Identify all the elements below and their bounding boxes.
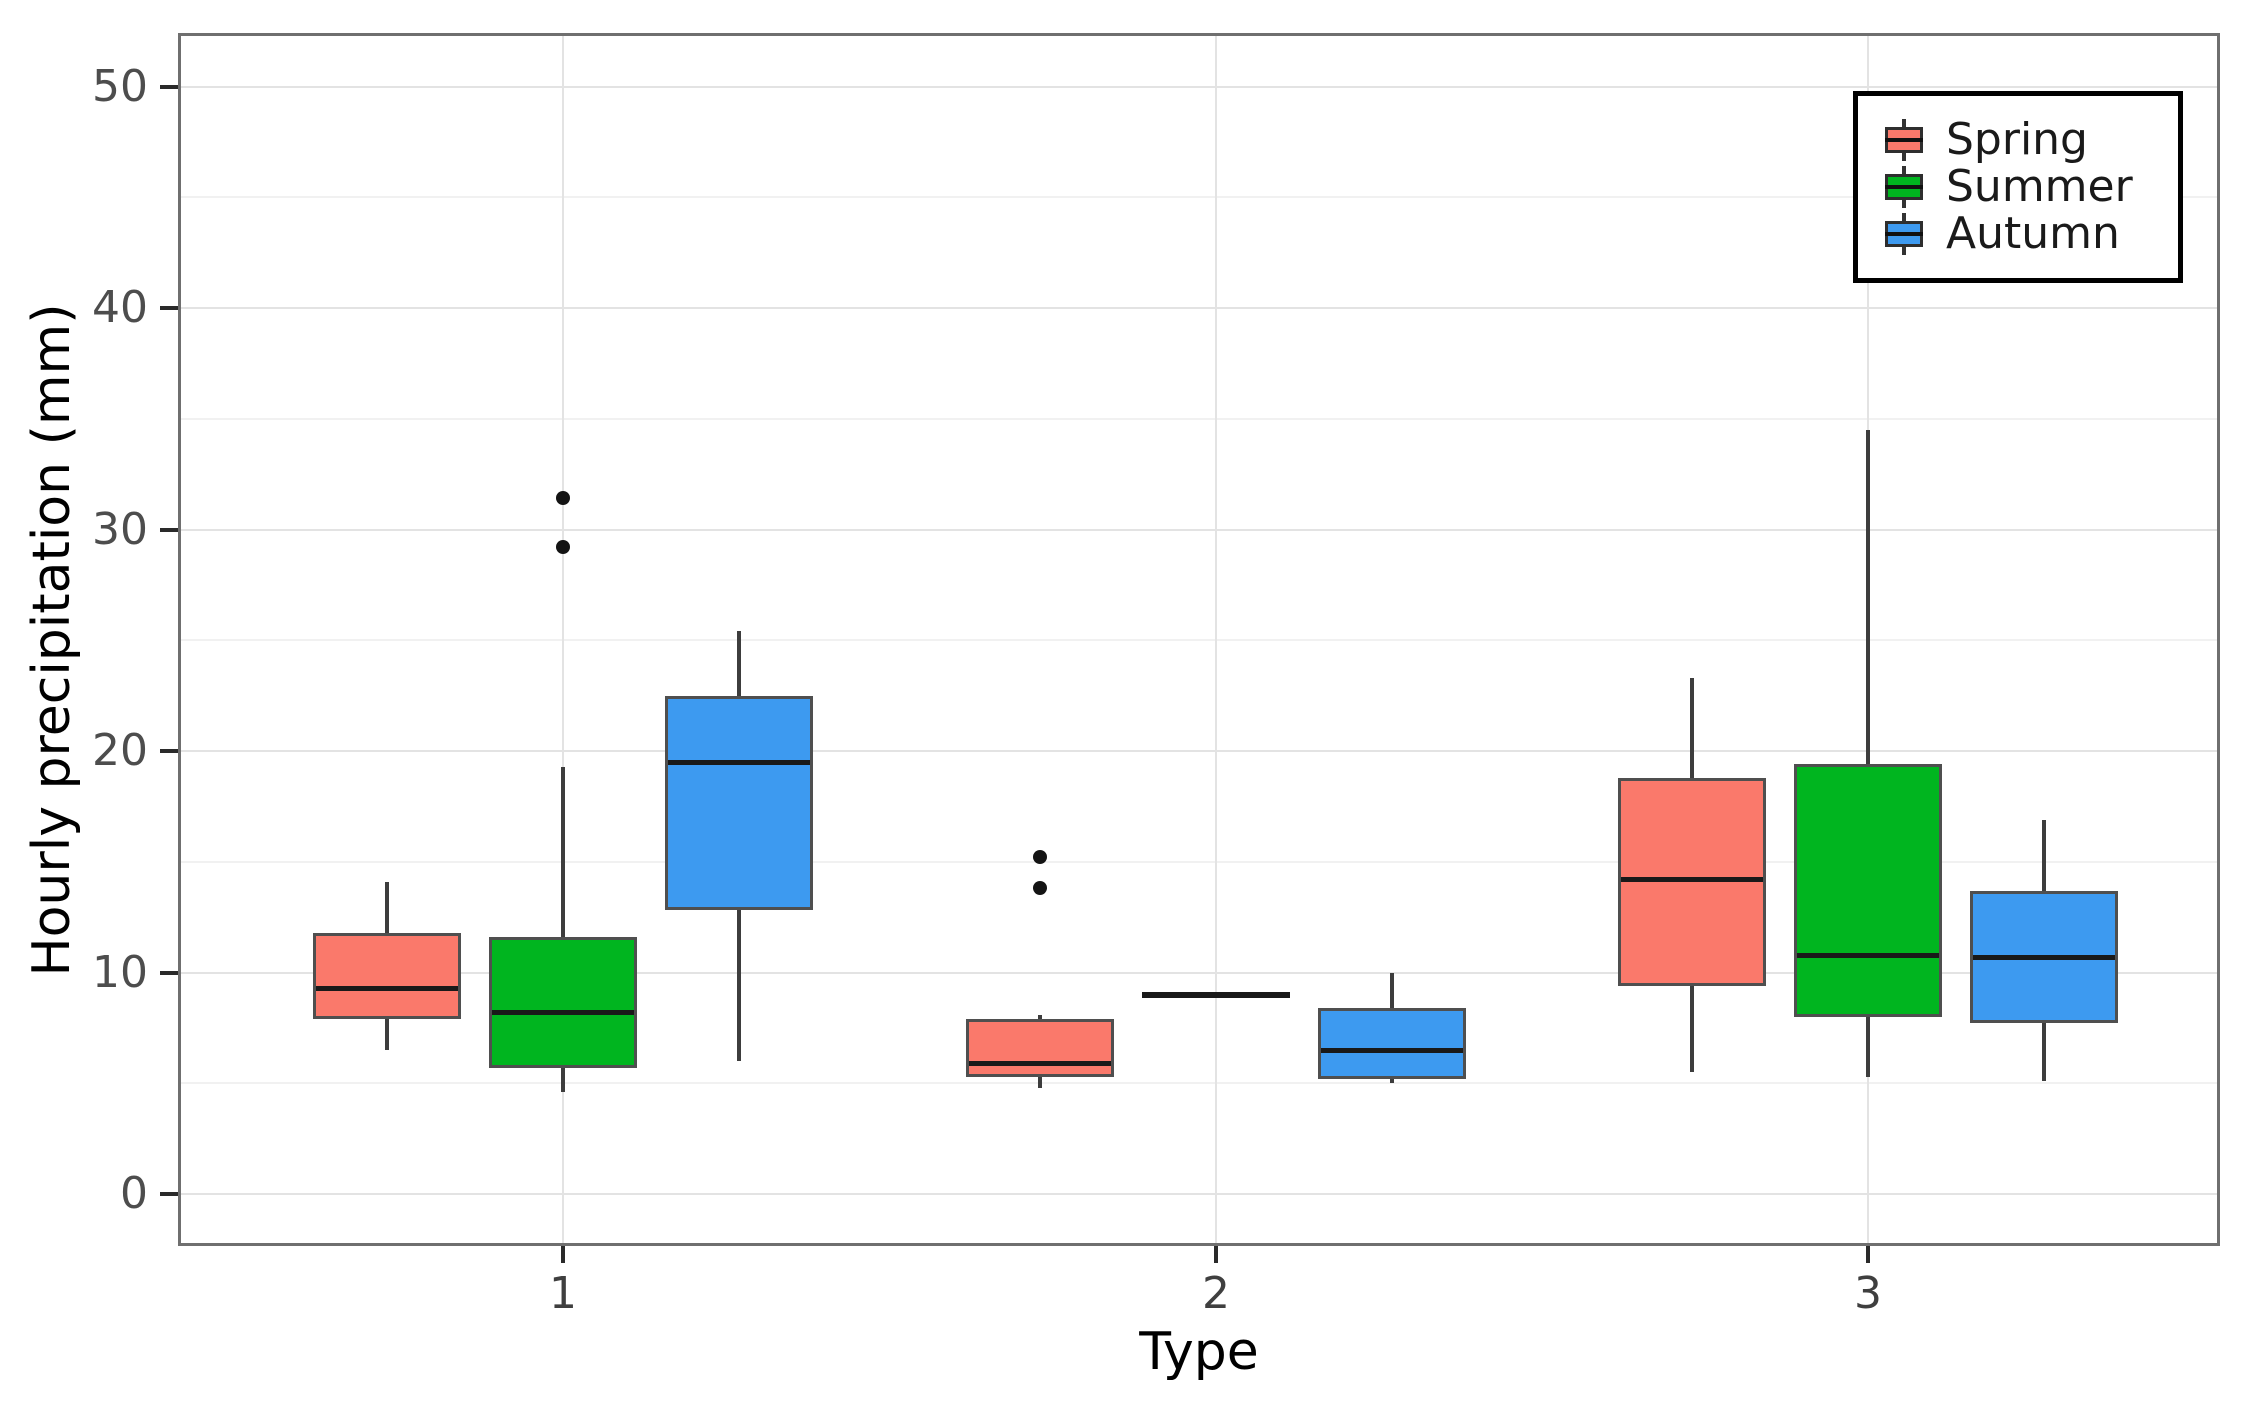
y-tick-label: 40 [92, 282, 148, 333]
x-tick-label: 2 [1202, 1268, 1230, 1319]
boxplot-median [1797, 952, 1939, 958]
legend-label-summer: Summer [1946, 161, 2133, 212]
boxplot-median [316, 986, 458, 991]
boxplot-median [1142, 991, 1290, 998]
y-axis-tick [160, 749, 178, 753]
y-axis-tick [160, 306, 178, 310]
gridline-major [178, 85, 2220, 88]
y-tick-label: 0 [120, 1168, 148, 1219]
boxplot-key-icon [1882, 117, 1926, 163]
y-axis-tick [160, 84, 178, 89]
y-axis-tick [160, 970, 178, 975]
boxplot-box [313, 932, 461, 1019]
y-tick-label: 50 [92, 60, 148, 112]
boxplot-key-icon [1882, 211, 1926, 257]
y-axis-tick [160, 527, 178, 532]
legend-label-autumn: Autumn [1946, 208, 2120, 259]
legend-item-summer: Summer [1882, 164, 2178, 211]
legend-item-spring: Spring [1882, 117, 2178, 164]
boxplot-median [492, 1010, 634, 1016]
x-tick-label: 1 [549, 1268, 577, 1319]
gridline-minor [178, 1082, 2220, 1085]
x-tick-label: 3 [1854, 1268, 1882, 1319]
outlier-point [556, 540, 570, 555]
gridline-minor [178, 196, 2220, 199]
gridline-vertical [562, 33, 564, 1246]
y-axis-title: Hourly precipitation (mm) [22, 303, 82, 977]
boxplot-median [969, 1061, 1111, 1067]
x-axis-tick [1214, 1246, 1218, 1263]
boxplot-box [489, 937, 637, 1068]
gridline-major [178, 528, 2220, 531]
boxplot-median [1973, 954, 2115, 960]
outlier-point [1033, 881, 1047, 896]
boxplot-median [1321, 1048, 1463, 1054]
x-axis-title: Type [1139, 1322, 1259, 1382]
y-axis-tick [160, 1192, 178, 1196]
boxplot-median [668, 760, 810, 766]
boxplot-whisker [561, 766, 565, 1093]
boxplot-median [1621, 877, 1763, 883]
gridline-minor [178, 639, 2220, 642]
boxplot-box [1794, 764, 1942, 1017]
gridline-major [178, 307, 2220, 309]
outlier-point [1033, 850, 1047, 865]
x-axis-tick [1866, 1246, 1870, 1263]
boxplot-box [665, 695, 813, 911]
gridline-vertical [1215, 33, 1217, 1246]
boxplot-key-icon [1882, 164, 1926, 210]
legend-label-spring: Spring [1946, 114, 2088, 165]
y-tick-label: 20 [92, 725, 148, 776]
boxplot-box [966, 1019, 1114, 1077]
boxplot-whisker [1866, 429, 1870, 1077]
boxplot-box [1318, 1007, 1466, 1079]
gridline-major [178, 750, 2220, 752]
y-tick-label: 30 [92, 503, 148, 555]
outlier-point [556, 491, 570, 506]
y-tick-label: 10 [92, 946, 148, 998]
legend-item-autumn: Autumn [1882, 211, 2178, 258]
legend: Spring Summer Autumn [1853, 91, 2183, 283]
gridline-major [178, 971, 2220, 974]
gridline-minor [178, 417, 2220, 420]
gridline-minor [178, 860, 2220, 863]
x-axis-tick [561, 1246, 565, 1263]
gridline-major [178, 1193, 2220, 1195]
